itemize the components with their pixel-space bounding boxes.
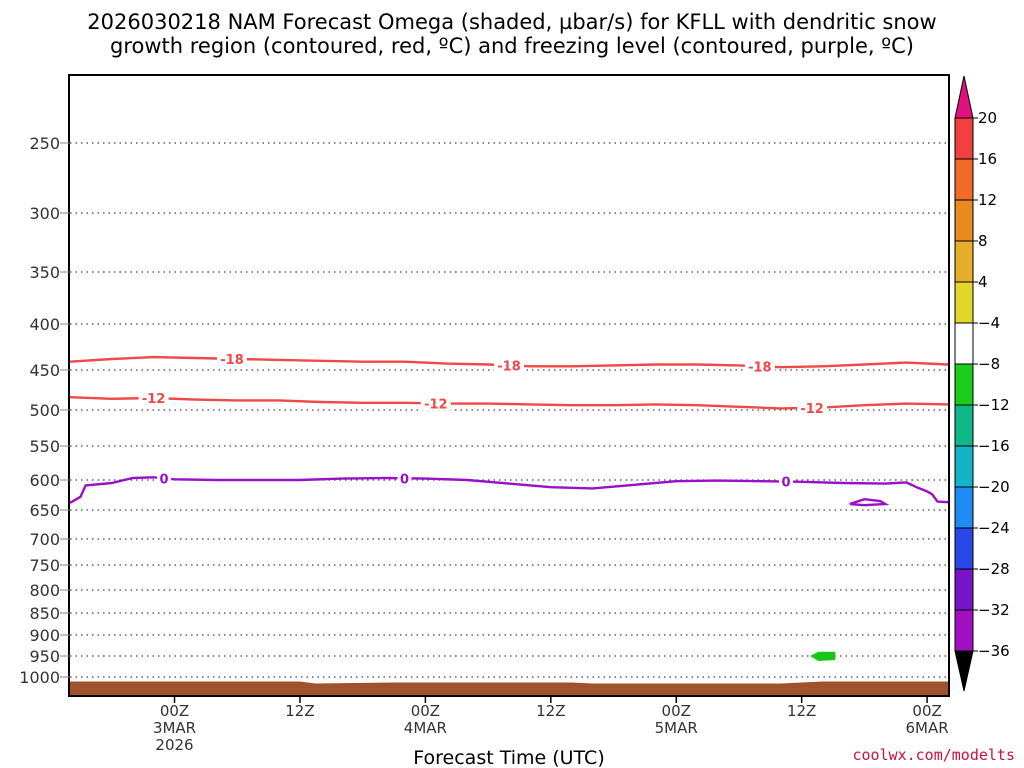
contour-label-bg-1-1	[420, 395, 451, 411]
x-tick-label-4-1: 5MAR	[655, 719, 698, 737]
credit-link[interactable]: coolwx.com/modelts	[852, 746, 1015, 764]
y-tick-label-800: 800	[29, 581, 60, 600]
colorbar-label-8: −16	[978, 437, 1010, 455]
x-tick-label-1-0: 12Z	[285, 702, 314, 720]
y-tick-label-350: 350	[29, 263, 60, 282]
x-tick-label-6-0: 00Z	[912, 702, 941, 720]
x-axis-label: Forecast Time (UTC)	[413, 747, 604, 768]
contour-line-2	[69, 476, 949, 504]
y-tick-label-1000: 1000	[19, 668, 60, 687]
plot-frame	[68, 74, 950, 697]
y-tick-label-600: 600	[29, 471, 60, 490]
contour-label-2-2: 0	[781, 476, 790, 491]
colorbar-label-2: 12	[978, 191, 997, 209]
colorbar-label-0: 20	[978, 109, 997, 127]
contour-label-0-0: -18	[220, 353, 244, 368]
contour-label-bg-2-1	[397, 470, 412, 486]
colorbar: 20 16 12 8 4 −4 −8 −12 −16 −20 −24 −28 −32 −36	[954, 75, 1010, 692]
omega-shaded-area-0	[810, 651, 836, 661]
contour-label-0-1: -18	[497, 359, 521, 374]
y-tick-label-450: 450	[29, 361, 60, 380]
contours: -18 -18 -18 -12 -12 -12 0 0 0	[69, 350, 949, 507]
colorbar-box-0	[954, 117, 974, 160]
chart-title-line-2: growth region (contoured, red, ºC) and f…	[110, 34, 914, 58]
contour-label-bg-0-0	[217, 350, 248, 366]
colorbar-label-9: −20	[978, 478, 1010, 496]
colorbar-label-11: −28	[978, 560, 1010, 578]
colorbar-box-4	[954, 281, 974, 324]
contour-label-2-1: 0	[400, 472, 409, 487]
colorbar-label-3: 8	[978, 232, 988, 250]
x-tick-label-2-0: 00Z	[411, 702, 440, 720]
y-tick-label-400: 400	[29, 315, 60, 334]
colorbar-box-12	[954, 609, 974, 652]
colorbar-label-13: −36	[978, 642, 1010, 660]
surface-fill	[70, 681, 948, 695]
x-tick-label-4-0: 00Z	[662, 702, 691, 720]
y-tick-label-250: 250	[29, 134, 60, 153]
contour-label-1-0: -12	[142, 392, 166, 407]
contour-label-1-2: -12	[800, 402, 824, 417]
colorbar-box-11	[954, 568, 974, 611]
y-tick-label-900: 900	[29, 626, 60, 645]
y-tick-label-300: 300	[29, 204, 60, 223]
contour-label-bg-2-2	[778, 473, 793, 489]
contour-label-bg-0-2	[744, 358, 775, 374]
colorbar-box-3	[954, 240, 974, 283]
y-axis-ticks: 250 300 350 400 450 500 550 600 650 700 750 800 850 9…	[19, 134, 70, 687]
y-tick-label-500: 500	[29, 401, 60, 420]
colorbar-box-1	[954, 158, 974, 201]
contour-closed-2	[849, 497, 890, 507]
colorbar-box-5	[954, 322, 974, 365]
omega-shading	[810, 651, 836, 661]
surface-fill-area	[70, 681, 948, 695]
y-tick-label-700: 700	[29, 530, 60, 549]
y-tick-label-750: 750	[29, 556, 60, 575]
contour-label-bg-1-0	[138, 390, 169, 405]
y-tick-label-850: 850	[29, 604, 60, 623]
contour-label-bg-1-2	[797, 399, 828, 415]
colorbar-label-12: −32	[978, 601, 1010, 619]
colorbar-bottom-arrow	[954, 650, 974, 692]
colorbar-box-2	[954, 199, 974, 242]
colorbar-top-arrow	[954, 75, 974, 119]
colorbar-box-6	[954, 363, 974, 406]
colorbar-label-1: 16	[978, 150, 997, 168]
x-tick-label-5-0: 12Z	[787, 702, 816, 720]
pressure-gridlines	[70, 142, 948, 678]
contour-label-bg-2-0	[157, 470, 172, 486]
colorbar-box-8	[954, 445, 974, 488]
colorbar-label-10: −24	[978, 519, 1010, 537]
x-tick-label-2-1: 4MAR	[404, 719, 447, 737]
y-tick-label-650: 650	[29, 501, 60, 520]
colorbar-box-7	[954, 404, 974, 447]
colorbar-label-4: 4	[978, 273, 988, 291]
x-tick-label-3-0: 12Z	[536, 702, 565, 720]
x-tick-label-0-2: 2026	[155, 736, 193, 754]
colorbar-label-5: −4	[978, 314, 1000, 332]
colorbar-box-9	[954, 486, 974, 529]
x-tick-label-0-1: 3MAR	[153, 719, 196, 737]
contour-label-0-2: -18	[748, 360, 772, 375]
chart-title-line-1: 2026030218 NAM Forecast Omega (shaded, µ…	[87, 10, 936, 34]
colorbar-label-6: −8	[978, 355, 1000, 373]
x-tick-label-0-0: 00Z	[160, 702, 189, 720]
contour-label-bg-0-1	[494, 357, 524, 373]
contour-label-1-1: -12	[424, 397, 448, 412]
y-tick-label-950: 950	[29, 647, 60, 666]
colorbar-label-7: −12	[978, 396, 1010, 414]
colorbar-box-10	[954, 527, 974, 570]
x-tick-label-6-1: 6MAR	[906, 719, 949, 737]
contour-label-2-0: 0	[160, 472, 169, 487]
y-tick-label-550: 550	[29, 437, 60, 456]
